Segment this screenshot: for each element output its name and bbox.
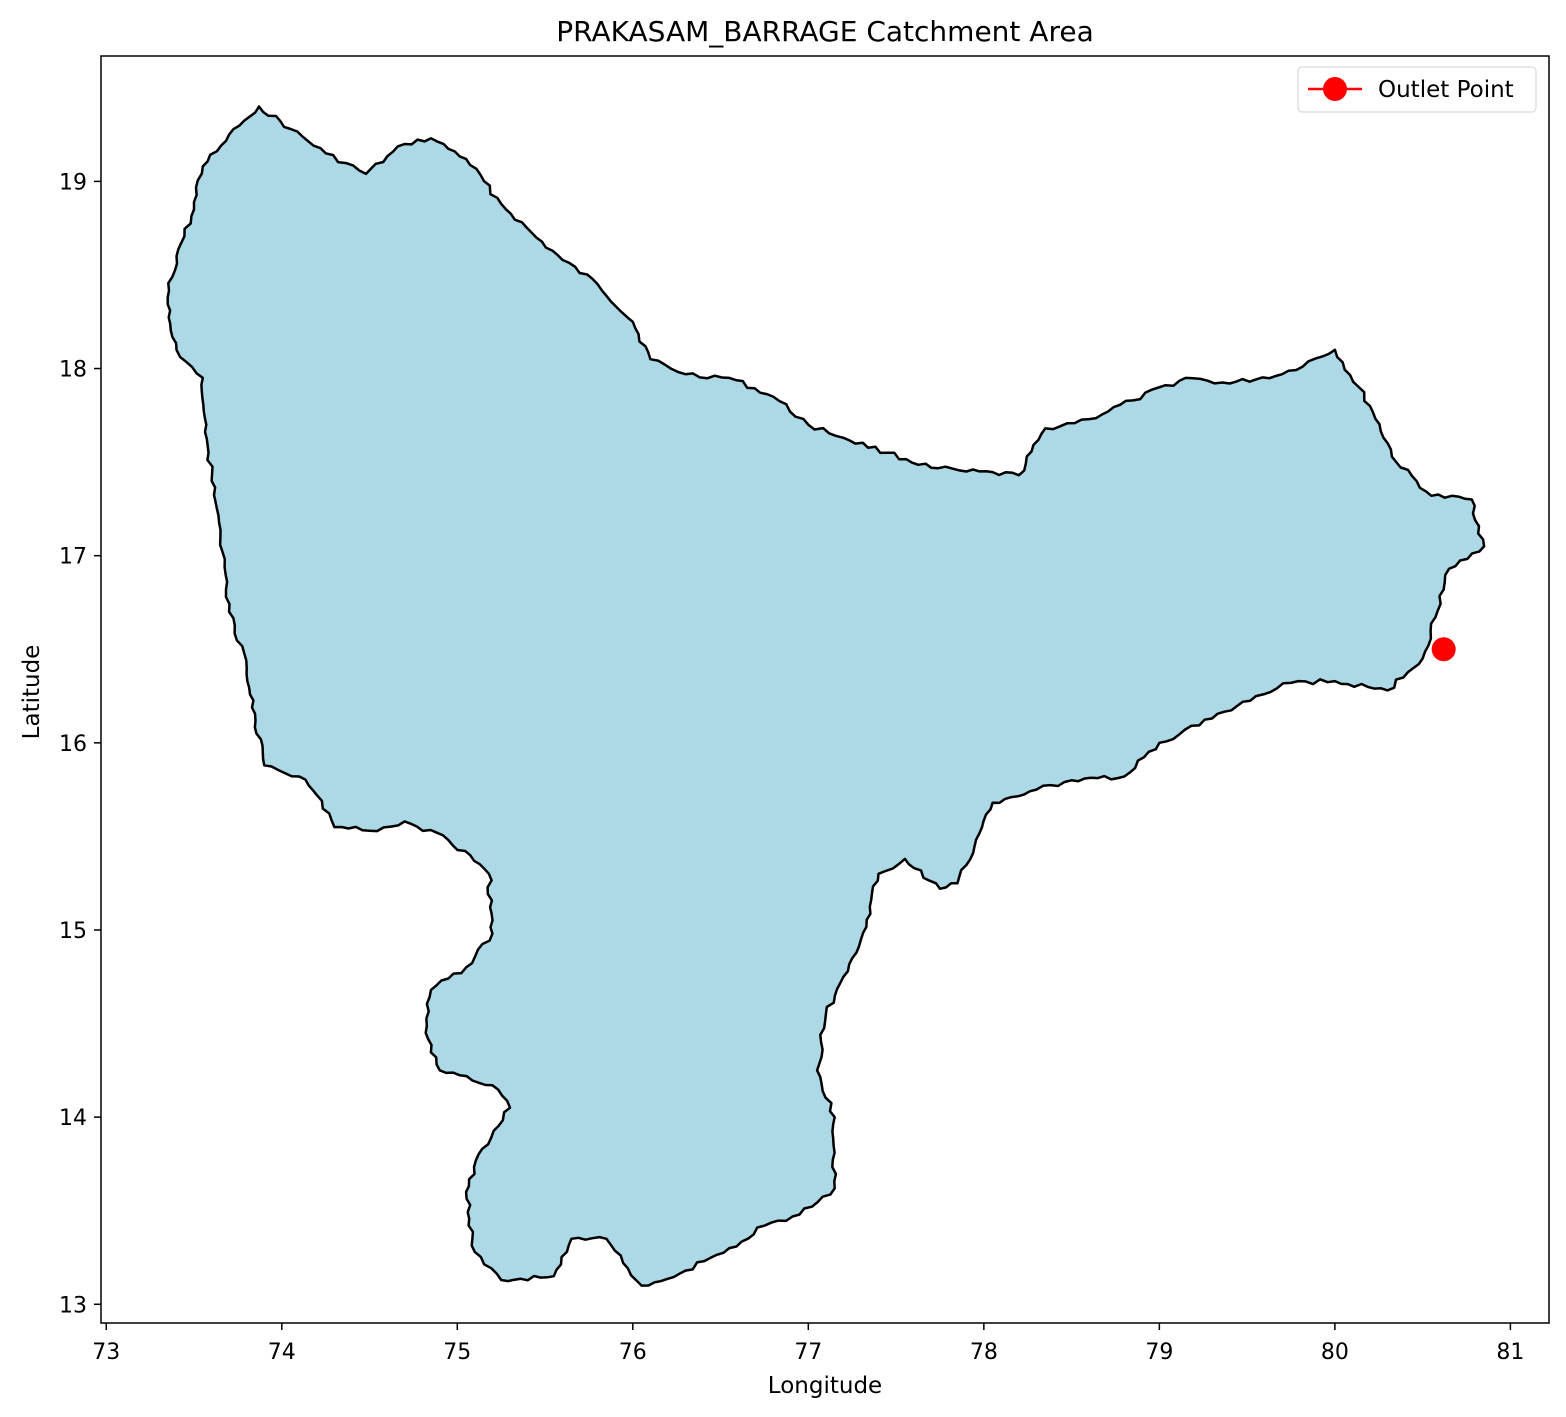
y-tick-label: 16 [59,732,87,757]
y-axis-label: Latitude [19,645,45,740]
x-tick-label: 79 [1145,1340,1173,1365]
outlet-point-marker [1431,637,1456,662]
legend-box [1297,66,1537,113]
y-tick-label: 14 [59,1106,87,1131]
legend-label-outlet-point: Outlet Point [1378,77,1514,103]
y-tick-label: 13 [59,1293,87,1318]
x-tick-label: 78 [970,1340,998,1365]
x-tick-label: 81 [1496,1340,1524,1365]
y-tick-label: 19 [59,170,87,195]
y-tick-label: 15 [59,919,87,944]
chart-title: PRAKASAM_BARRAGE Catchment Area [556,15,1093,48]
x-axis-ticks: 73 74 75 76 77 78 79 80 81 [92,1323,1524,1365]
y-tick-label: 18 [59,358,87,383]
y-tick-label: 17 [59,545,87,570]
x-axis-label: Longitude [768,1373,882,1399]
legend: Outlet Point [1297,66,1537,113]
x-tick-label: 73 [92,1340,120,1365]
x-tick-label: 76 [619,1340,647,1365]
plot-area [166,105,1486,1287]
legend-marker [1323,77,1347,101]
axes-frame [100,55,1550,1324]
y-axis-ticks: 13 14 15 16 17 18 19 [59,170,101,1318]
catchment-polygon [166,105,1486,1287]
x-tick-label: 74 [268,1340,296,1365]
x-tick-label: 77 [794,1340,822,1365]
x-tick-label: 75 [443,1340,471,1365]
x-tick-label: 80 [1321,1340,1349,1365]
